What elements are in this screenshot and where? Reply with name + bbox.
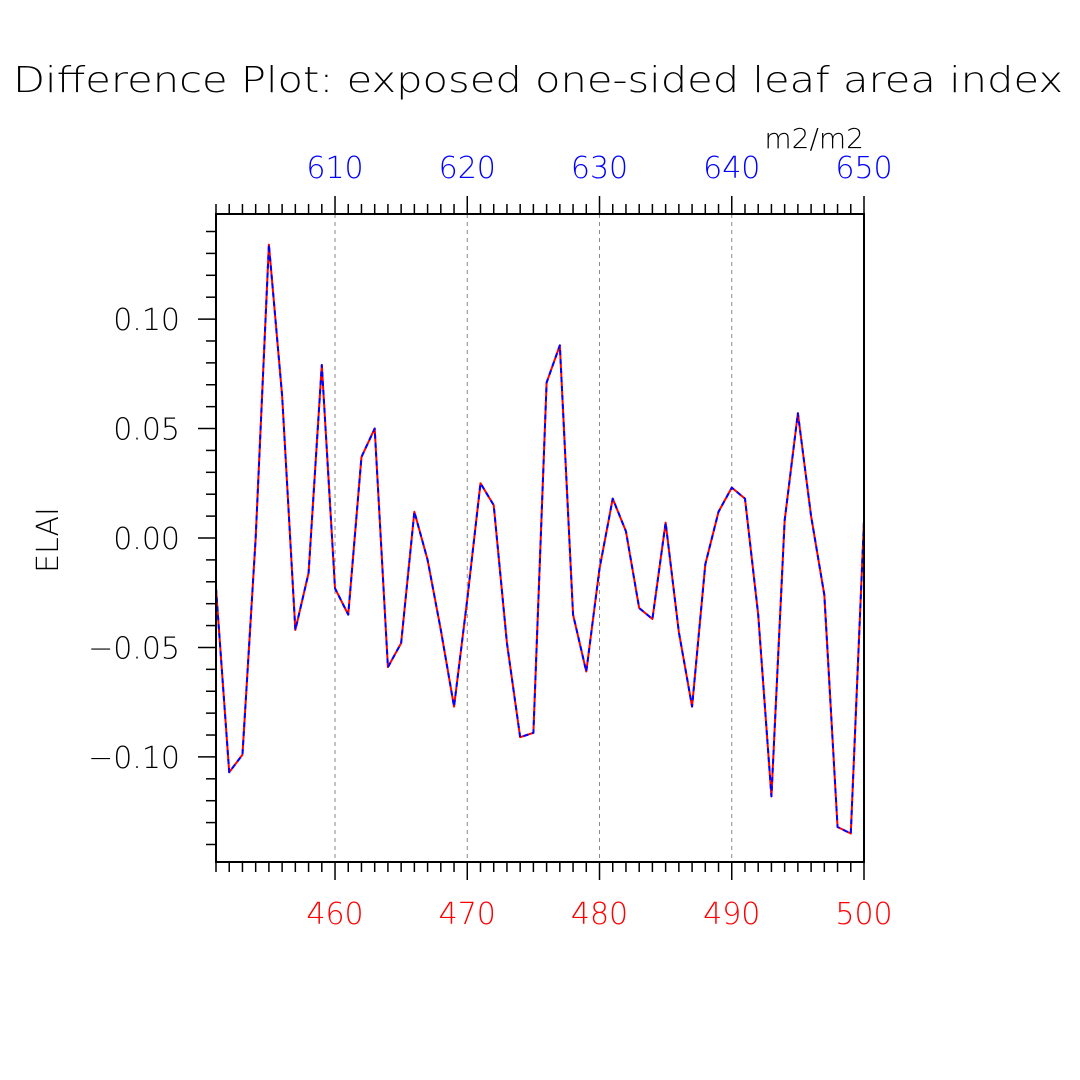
series-layer xyxy=(215,243,865,835)
x-bottom-tick-label-470: 470 xyxy=(439,897,496,932)
grid xyxy=(334,214,733,862)
x-top-tick-label-640: 640 xyxy=(703,151,760,186)
x-bottom-tick-label-490: 490 xyxy=(703,897,760,932)
x-top-tick-label-630: 630 xyxy=(571,151,628,186)
tick-labels: 460 470 480 490 500 610 620 630 640 650 0.10 0.05 0.… xyxy=(88,151,893,932)
x-top-tick-label-620: 620 xyxy=(439,151,496,186)
tick-layer xyxy=(198,196,865,880)
series-line-blue-dashed xyxy=(215,243,865,835)
x-bottom-tick-label-500: 500 xyxy=(835,897,892,932)
series-line-red xyxy=(215,243,865,835)
y-tick-label-3: −0.05 xyxy=(88,631,180,666)
chart-title: Difference Plot: exposed one-sided leaf … xyxy=(13,60,1063,101)
x-bottom-tick-label-480: 480 xyxy=(571,897,628,932)
x-top-tick-label-650: 650 xyxy=(835,151,892,186)
y-tick-label-2: 0.00 xyxy=(113,522,180,557)
units-label: m2/m2 xyxy=(764,122,864,155)
y-tick-label-4: −0.10 xyxy=(88,741,180,776)
y-tick-label-0: 0.10 xyxy=(113,303,180,338)
x-bottom-tick-label-460: 460 xyxy=(306,897,363,932)
y-tick-label-1: 0.05 xyxy=(113,413,180,448)
y-axis-label: ELAI xyxy=(31,507,66,573)
x-top-tick-label-610: 610 xyxy=(306,151,363,186)
